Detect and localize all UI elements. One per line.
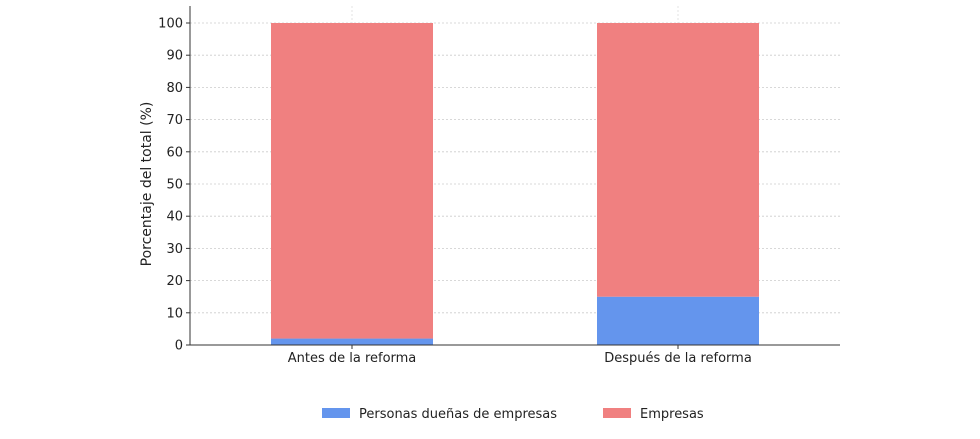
bar-personas-1 (597, 296, 759, 345)
legend-label: Personas dueñas de empresas (359, 407, 557, 422)
y-tick-label: 10 (166, 306, 183, 321)
y-tick-label: 90 (166, 49, 183, 64)
y-tick-label: 0 (175, 339, 183, 354)
bar-empresas-1 (597, 23, 759, 297)
bar-empresas-0 (271, 23, 433, 339)
y-tick-label: 100 (158, 17, 183, 32)
x-tick-label: Antes de la reforma (288, 351, 417, 366)
bar-personas-0 (271, 338, 433, 345)
y-axis-label: Porcentaje del total (%) (139, 102, 155, 267)
y-ticks: 0 10 20 30 40 50 60 70 80 90 100 (158, 17, 190, 354)
y-tick-label: 50 (166, 178, 183, 193)
legend-swatch (603, 408, 631, 418)
x-tick-label: Después de la reforma (604, 351, 752, 366)
y-tick-label: 60 (166, 145, 183, 160)
x-ticks: Antes de la reforma Después de la reforma (288, 345, 752, 366)
y-tick-label: 20 (166, 274, 183, 289)
y-tick-label: 30 (166, 242, 183, 257)
legend: Personas dueñas de empresas Empresas (322, 407, 704, 422)
legend-swatch (322, 408, 350, 418)
bars (271, 23, 759, 345)
y-tick-label: 40 (166, 210, 183, 225)
legend-label: Empresas (640, 407, 704, 422)
y-tick-label: 70 (166, 113, 183, 128)
y-tick-label: 80 (166, 81, 183, 96)
